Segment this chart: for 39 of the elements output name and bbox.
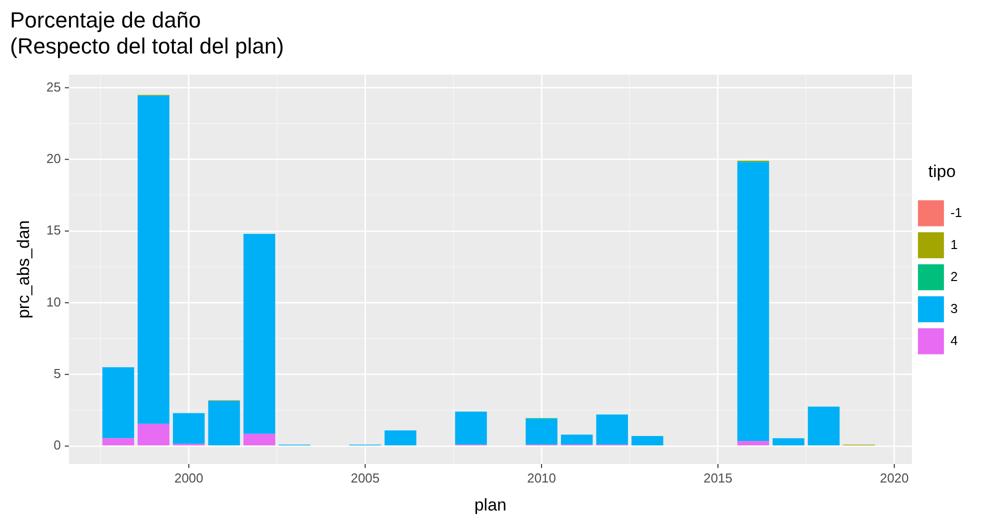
bar: [208, 400, 240, 446]
bar: [243, 434, 276, 446]
bar: [455, 412, 487, 445]
y-tick-label: 10: [46, 294, 61, 310]
bar: [808, 406, 840, 446]
legend-label: -1: [950, 204, 962, 220]
bar: [384, 430, 416, 446]
bar: [560, 434, 593, 445]
legend-label: 3: [950, 300, 958, 316]
bar: [737, 162, 770, 442]
legend-label: 1: [950, 236, 958, 252]
bar: [596, 414, 628, 445]
x-tick-label: 2015: [703, 470, 732, 486]
bar: [138, 96, 170, 424]
x-tick-label: 2005: [350, 470, 380, 486]
y-tick-label: 20: [46, 150, 61, 166]
y-axis-title: prc_abs_dan: [14, 220, 33, 319]
x-tick-label: 2020: [880, 470, 909, 486]
y-tick-label: 5: [54, 366, 61, 381]
chart-title: Porcentaje de daño: [10, 7, 201, 32]
x-tick-label: 2000: [174, 470, 204, 486]
bar: [172, 413, 205, 444]
x-axis-title: plan: [474, 495, 506, 514]
y-tick-label: 15: [46, 222, 61, 238]
bar: [243, 234, 276, 434]
legend-title: tipo: [928, 162, 956, 181]
x-tick-label: 2010: [527, 470, 556, 486]
bar: [772, 438, 804, 446]
bar: [632, 436, 664, 446]
bar: [526, 418, 558, 445]
bar: [737, 441, 770, 446]
bar: [138, 424, 170, 446]
legend-label: 2: [950, 268, 958, 284]
chart-subtitle: (Respecto del total del plan): [10, 34, 284, 59]
y-tick-label: 0: [54, 438, 61, 453]
legend-label: 4: [950, 332, 958, 348]
bar: [102, 438, 134, 446]
bar: [102, 367, 134, 438]
y-tick-label: 25: [46, 79, 61, 94]
